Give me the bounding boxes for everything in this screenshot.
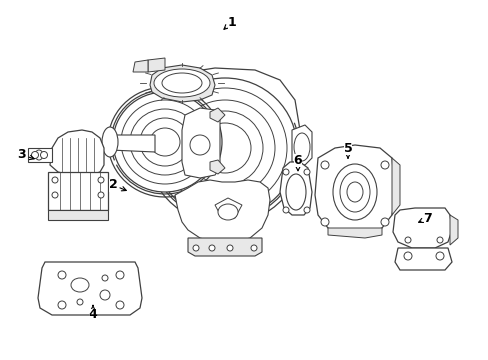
- Ellipse shape: [71, 278, 89, 292]
- Polygon shape: [394, 248, 451, 270]
- Circle shape: [52, 192, 58, 198]
- Text: 7: 7: [418, 211, 431, 225]
- Polygon shape: [50, 130, 104, 175]
- Circle shape: [31, 152, 39, 158]
- Circle shape: [283, 169, 288, 175]
- Ellipse shape: [163, 88, 286, 208]
- Ellipse shape: [190, 135, 209, 155]
- Circle shape: [380, 218, 388, 226]
- Ellipse shape: [100, 290, 110, 300]
- Polygon shape: [133, 60, 148, 72]
- Text: 6: 6: [293, 153, 302, 171]
- Polygon shape: [392, 208, 451, 248]
- Circle shape: [116, 301, 124, 309]
- Circle shape: [208, 245, 215, 251]
- Polygon shape: [391, 158, 399, 215]
- Polygon shape: [175, 180, 269, 242]
- Text: 4: 4: [88, 306, 97, 321]
- Ellipse shape: [162, 73, 202, 93]
- Polygon shape: [209, 108, 224, 122]
- Ellipse shape: [332, 164, 376, 220]
- Ellipse shape: [121, 100, 208, 184]
- Circle shape: [380, 161, 388, 169]
- Ellipse shape: [199, 123, 250, 173]
- Polygon shape: [28, 148, 52, 162]
- Ellipse shape: [140, 118, 190, 166]
- Ellipse shape: [186, 111, 263, 185]
- Circle shape: [436, 237, 442, 243]
- Ellipse shape: [35, 150, 43, 160]
- Polygon shape: [38, 262, 142, 315]
- Circle shape: [98, 192, 104, 198]
- Polygon shape: [110, 135, 155, 152]
- Ellipse shape: [218, 204, 238, 220]
- Circle shape: [41, 152, 47, 158]
- Circle shape: [226, 245, 232, 251]
- Polygon shape: [449, 215, 457, 245]
- Circle shape: [58, 271, 66, 279]
- Circle shape: [283, 207, 288, 213]
- Circle shape: [52, 177, 58, 183]
- Polygon shape: [48, 210, 108, 220]
- Circle shape: [98, 177, 104, 183]
- Polygon shape: [148, 58, 164, 72]
- Ellipse shape: [339, 172, 369, 212]
- Circle shape: [116, 271, 124, 279]
- Circle shape: [435, 252, 443, 260]
- Circle shape: [403, 252, 411, 260]
- Ellipse shape: [346, 182, 362, 202]
- Circle shape: [77, 299, 83, 305]
- Ellipse shape: [153, 78, 296, 218]
- Polygon shape: [280, 162, 311, 215]
- Text: 5: 5: [343, 141, 352, 158]
- Circle shape: [102, 275, 108, 281]
- Polygon shape: [150, 68, 299, 202]
- Circle shape: [404, 237, 410, 243]
- Ellipse shape: [175, 100, 274, 196]
- Ellipse shape: [113, 92, 217, 192]
- Ellipse shape: [102, 127, 118, 157]
- Circle shape: [304, 169, 309, 175]
- Circle shape: [58, 301, 66, 309]
- Polygon shape: [150, 65, 215, 102]
- Circle shape: [193, 245, 199, 251]
- Polygon shape: [291, 125, 311, 165]
- Polygon shape: [215, 198, 242, 218]
- Polygon shape: [187, 238, 262, 256]
- Ellipse shape: [130, 109, 200, 175]
- Ellipse shape: [285, 174, 305, 210]
- Ellipse shape: [150, 128, 180, 156]
- Ellipse shape: [154, 69, 209, 97]
- Text: 3: 3: [18, 148, 34, 162]
- Text: 2: 2: [108, 179, 126, 192]
- Polygon shape: [327, 228, 381, 238]
- Polygon shape: [182, 108, 220, 178]
- Polygon shape: [314, 145, 394, 235]
- Circle shape: [304, 207, 309, 213]
- Circle shape: [320, 161, 328, 169]
- Circle shape: [250, 245, 257, 251]
- Circle shape: [320, 218, 328, 226]
- Text: 1: 1: [224, 15, 236, 29]
- Polygon shape: [209, 160, 224, 174]
- Polygon shape: [48, 172, 108, 210]
